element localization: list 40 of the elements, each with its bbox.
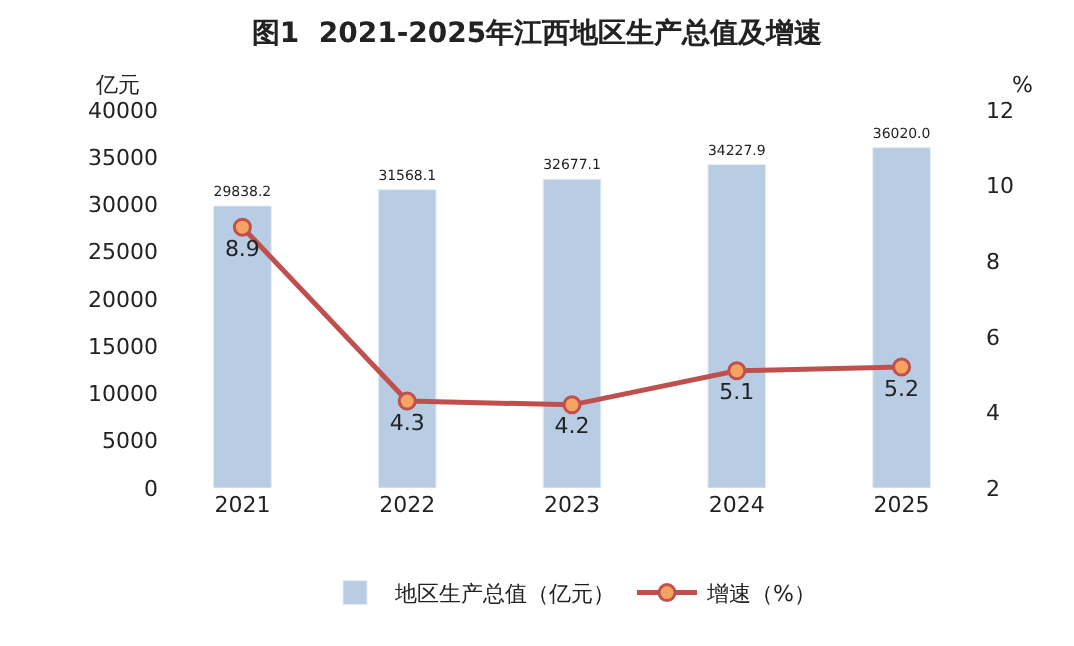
y2-tick-label: 12 xyxy=(986,97,1014,124)
data-label: 5.1 xyxy=(719,379,755,406)
y-tick-label: 5000 xyxy=(102,428,158,455)
x-tick-label: 2024 xyxy=(708,492,765,518)
x-tick-label: 2022 xyxy=(379,492,436,518)
point xyxy=(232,217,252,237)
data-label: 4.2 xyxy=(554,413,590,440)
y-axis-title: 亿元 xyxy=(94,72,140,98)
point xyxy=(892,357,912,377)
y2-tick-label: 6 xyxy=(986,324,1000,351)
x-tick-label: 2023 xyxy=(544,492,600,518)
y-tick-label: 0 xyxy=(144,475,158,502)
legend-label: 地区生产总值（亿元） xyxy=(393,581,615,608)
y-tick-label: 30000 xyxy=(88,192,158,219)
y2-tick-label: 2 xyxy=(986,475,1000,502)
legend-label: 增速（%） xyxy=(705,581,816,608)
point xyxy=(562,395,582,415)
x-tick-label: 2021 xyxy=(214,492,271,518)
bar xyxy=(213,205,272,488)
chart-title: 图1 2021-2025年江西地区生产总值及增速 xyxy=(251,16,825,51)
x-tick-label: 2025 xyxy=(873,492,930,518)
data-label: 4.3 xyxy=(389,409,425,436)
y-tick-label: 35000 xyxy=(88,144,158,171)
y-tick-label: 15000 xyxy=(88,333,158,360)
y2-tick-label: 8 xyxy=(986,248,1000,275)
data-label: 5.2 xyxy=(884,375,920,402)
data-label: 8.9 xyxy=(224,235,260,262)
y-tick-label: 10000 xyxy=(88,381,158,408)
point xyxy=(397,391,417,411)
bar xyxy=(377,189,437,488)
y2-tick-label: 4 xyxy=(986,400,1000,427)
bar xyxy=(542,178,602,488)
point xyxy=(727,361,747,381)
bar xyxy=(707,164,767,488)
y2-tick-label: 10 xyxy=(986,173,1014,200)
y2-axis-title: % xyxy=(1012,72,1033,98)
y-tick-label: 20000 xyxy=(88,286,158,313)
bar xyxy=(872,147,931,488)
y-tick-label: 40000 xyxy=(88,97,158,124)
y-tick-label: 25000 xyxy=(88,239,158,266)
